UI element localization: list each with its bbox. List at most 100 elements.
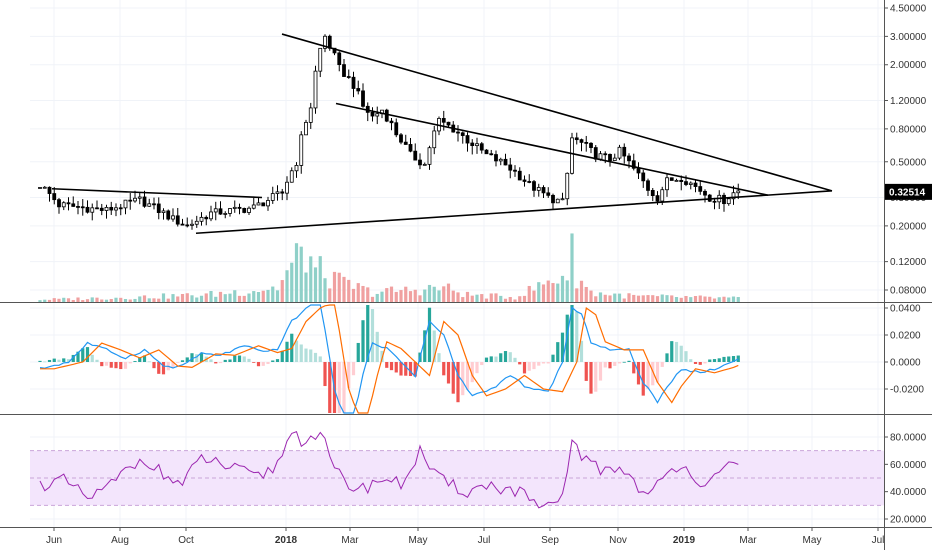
volume-bar xyxy=(218,291,223,302)
volume-bar xyxy=(442,286,446,302)
macd-histogram-bar xyxy=(47,359,52,362)
volume-bar xyxy=(513,299,517,302)
volume-bar xyxy=(665,295,669,302)
volume-bar xyxy=(62,297,66,302)
volume-bar xyxy=(679,297,683,302)
macd-histogram-bar xyxy=(689,359,693,362)
volume-bar xyxy=(114,297,118,302)
candle-body xyxy=(712,200,717,203)
volume-bar xyxy=(90,297,94,302)
volume-bar xyxy=(304,272,308,302)
candle-body xyxy=(42,186,47,189)
volume-bar xyxy=(608,295,612,302)
candle-body xyxy=(617,146,622,159)
candle-body xyxy=(370,111,375,117)
candle-body xyxy=(266,200,270,207)
candle-body xyxy=(726,198,731,205)
candle-body xyxy=(261,202,266,207)
macd-histogram-bar xyxy=(551,354,555,362)
volume-bar xyxy=(76,297,80,302)
candle-body xyxy=(522,179,527,182)
volume-bar xyxy=(285,270,289,302)
macd-histogram-bar xyxy=(570,305,574,362)
macd-tick-label: 0.0000 xyxy=(890,358,921,369)
macd-histogram-bar xyxy=(261,362,265,366)
time-tick-label: May xyxy=(409,535,428,546)
rsi-tick-label: 20.0000 xyxy=(890,515,927,526)
volume-bar xyxy=(190,295,194,302)
macd-histogram-bar xyxy=(693,362,698,364)
macd-histogram-bar xyxy=(351,362,356,376)
macd-histogram-bar xyxy=(731,356,736,362)
volume-bar xyxy=(518,296,522,302)
volume-bar xyxy=(627,293,631,302)
volume-bar xyxy=(166,298,170,302)
price-tick-label: 0.80000 xyxy=(890,124,927,135)
macd-histogram-bar xyxy=(627,360,631,362)
candle-body xyxy=(218,208,223,215)
macd-histogram-bar xyxy=(655,362,660,383)
time-tick-label: Mar xyxy=(739,535,757,546)
macd-histogram-bar xyxy=(446,362,451,384)
macd-histogram-bar xyxy=(541,362,546,364)
candle-body xyxy=(403,141,408,145)
macd-histogram-bar xyxy=(537,362,541,366)
candle-body xyxy=(356,88,361,92)
candle-body xyxy=(109,206,114,211)
rsi-tick-label: 80.0000 xyxy=(890,433,927,444)
candle-body xyxy=(213,208,218,213)
candle-body xyxy=(688,182,693,185)
macd-histogram-bar xyxy=(508,352,512,362)
volume-bar xyxy=(499,295,503,302)
volume-bar xyxy=(394,291,398,302)
price-scale[interactable]: 4.50000 3.00000 2.00000 1.20000 0.80000 0.500… xyxy=(884,4,932,526)
volume-bar xyxy=(641,295,645,302)
volume-bar xyxy=(565,280,569,302)
candle-body xyxy=(660,189,665,202)
macd-histogram-bar xyxy=(271,360,275,362)
volume-bar xyxy=(233,290,237,302)
trendline xyxy=(281,33,833,192)
candle-body xyxy=(527,181,532,183)
rsi-line xyxy=(39,430,739,509)
volume-bar xyxy=(280,280,284,302)
macd-histogram-bar xyxy=(109,362,113,368)
price-tick-label: 0.20000 xyxy=(890,221,927,232)
candle-body xyxy=(346,76,351,78)
candle-body xyxy=(641,172,646,182)
candle-body xyxy=(313,70,318,109)
candle-body xyxy=(665,177,669,191)
volume-bar xyxy=(71,299,75,302)
macd-lines xyxy=(39,304,739,414)
candle-body xyxy=(589,142,593,148)
candle-body xyxy=(190,223,194,226)
macd-histogram-bar xyxy=(62,358,66,362)
volume-bar xyxy=(299,246,303,302)
candle-body xyxy=(650,189,655,197)
macd-histogram-bar xyxy=(57,359,61,362)
volume-bar xyxy=(123,298,128,302)
macd-histogram-bar xyxy=(617,362,622,364)
candle-body xyxy=(175,215,180,225)
time-scale[interactable]: Jun Aug Oct 2018 Mar May Jul Sep Nov 2019 Mar May Ju… xyxy=(46,527,884,546)
volume-bar xyxy=(489,293,493,302)
candle-body xyxy=(166,210,171,220)
candle-body xyxy=(622,146,627,157)
macd-histogram-bar xyxy=(503,351,508,362)
candle-body xyxy=(185,224,190,227)
candle-body xyxy=(598,153,603,160)
volume-bar xyxy=(138,296,142,302)
candle-body xyxy=(384,109,389,122)
candle-body xyxy=(546,192,551,196)
time-tick-label: Oct xyxy=(178,535,194,546)
macd-histogram-bar xyxy=(95,359,99,362)
candle-body xyxy=(674,179,679,182)
macd-histogram-bar xyxy=(475,362,479,374)
macd-histogram-bar xyxy=(598,362,603,381)
candle-body xyxy=(465,135,470,144)
volume-bar xyxy=(228,293,232,302)
macd-histogram-bar xyxy=(560,332,565,362)
volume-bar xyxy=(171,294,175,302)
